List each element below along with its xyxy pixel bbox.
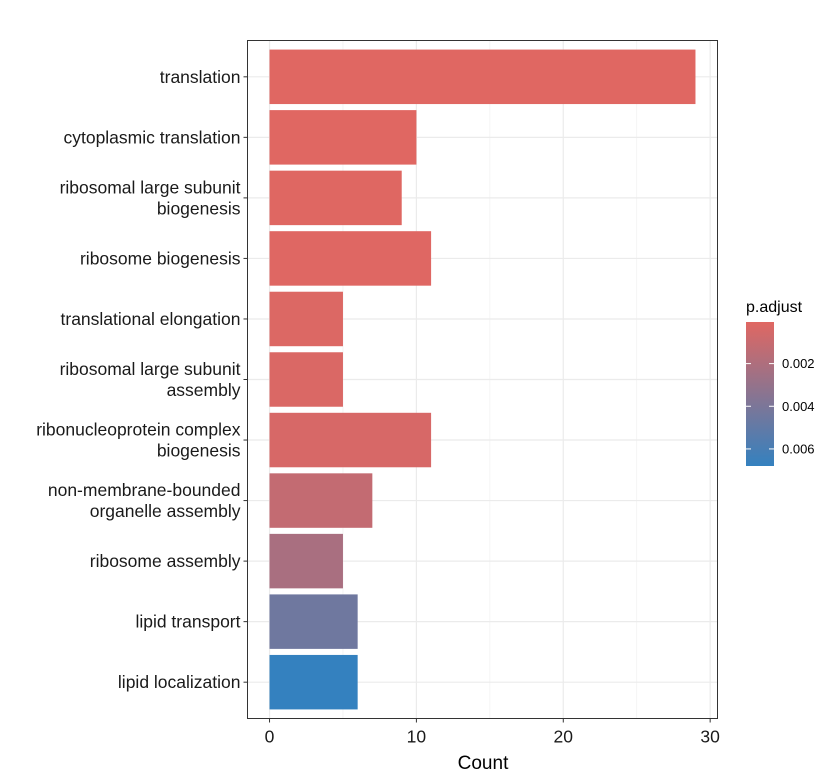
x-tick-label: 0 [265,727,275,747]
y-tick-label: ribosome assembly [90,551,241,571]
bar [269,533,343,589]
y-tick-label-line: translational elongation [61,309,241,329]
y-tick-label: non-membrane-bounded organelle assembly [48,480,241,521]
y-tick-label-line: organelle assembly [90,501,241,521]
x-tick-label: 10 [407,727,427,747]
y-tick-label-line: ribosomal large subunit [60,359,241,379]
x-axis-title: Count [458,753,509,774]
y-tick-label-line: biogenesis [157,441,241,461]
bar [269,231,432,286]
y-axis: translation cytoplasmic translation riboso… [36,67,248,692]
y-tick-label-line: ribosome biogenesis [80,248,241,268]
bar [269,352,343,407]
y-tick-label: ribosome biogenesis [80,248,241,268]
y-tick-label-line: biogenesis [157,198,241,218]
bar [269,412,432,468]
y-tick-label-line: translation [160,67,241,87]
legend-title: p.adjust [746,299,803,316]
bar [269,110,417,165]
bar [269,473,373,528]
bar [269,594,358,649]
y-tick-label: ribonucleoprotein complex biogenesis [36,420,241,461]
y-tick-label: lipid transport [135,612,240,632]
y-tick-label-line: ribonucleoprotein complex [36,420,241,440]
y-tick-label-line: lipid transport [135,612,240,632]
y-tick-label-line: assembly [167,380,241,400]
y-tick-label-line: ribosome assembly [90,551,241,571]
y-tick-label: translational elongation [61,309,241,329]
legend-tick-label: 0.004 [782,399,815,414]
legend-ticks: 0.002 0.004 0.006 [746,356,815,456]
color-legend: p.adjust 0.002 0.004 0.006 [746,299,815,466]
y-tick-label-line: lipid localization [118,672,241,692]
x-tick-label: 30 [700,727,720,747]
legend-colorbar [746,322,774,466]
y-tick-label: lipid localization [118,672,241,692]
bar [269,49,696,105]
legend-tick-label: 0.002 [782,356,815,371]
y-tick-label-line: cytoplasmic translation [63,127,240,147]
y-tick-label: ribosomal large subunit assembly [60,359,241,400]
x-axis: 0 10 20 30 [265,718,720,747]
x-tick-label: 20 [554,727,574,747]
bars [269,49,696,710]
y-tick-label: ribosomal large subunit biogenesis [60,177,241,218]
bar [269,291,343,347]
y-tick-label: cytoplasmic translation [63,127,240,147]
bar [269,654,358,710]
legend-tick-label: 0.006 [782,441,815,456]
y-tick-label-line: ribosomal large subunit [60,177,241,197]
y-tick-label-line: non-membrane-bounded [48,480,241,500]
y-tick-label: translation [160,67,241,87]
bar [269,170,402,226]
